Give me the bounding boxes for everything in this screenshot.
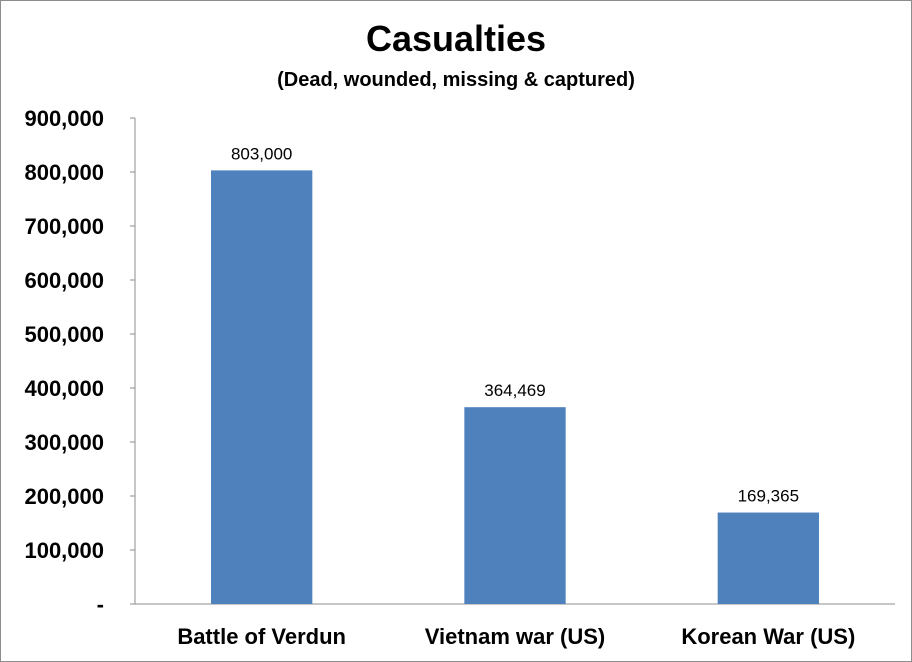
y-tick-label: 800,000 bbox=[24, 160, 104, 185]
y-tick-label: 700,000 bbox=[24, 214, 104, 239]
x-tick-label: Battle of Verdun bbox=[177, 624, 346, 649]
x-tick-label: Vietnam war (US) bbox=[425, 624, 606, 649]
bars: 803,000 364,469 169,365 bbox=[211, 144, 819, 604]
y-tick-label: 200,000 bbox=[24, 484, 104, 509]
data-label: 169,365 bbox=[738, 487, 799, 506]
y-tick-label: 500,000 bbox=[24, 322, 104, 347]
y-tick-label: 900,000 bbox=[24, 106, 104, 131]
data-label: 364,469 bbox=[484, 381, 545, 400]
bar bbox=[717, 512, 819, 604]
x-tick-label: Korean War (US) bbox=[681, 624, 855, 649]
x-axis-ticks: Battle of Verdun Vietnam war (US) Korean W… bbox=[177, 624, 855, 649]
chart-subtitle: (Dead, wounded, missing & captured) bbox=[277, 69, 635, 91]
bar bbox=[211, 170, 313, 604]
y-tick-label: 600,000 bbox=[24, 268, 104, 293]
data-label: 803,000 bbox=[231, 144, 292, 163]
y-tick-label: 100,000 bbox=[24, 538, 104, 563]
chart-title: Casualties bbox=[366, 18, 546, 59]
y-tick-label: - bbox=[97, 592, 104, 617]
y-tick-label: 300,000 bbox=[24, 430, 104, 455]
bar bbox=[464, 407, 566, 604]
y-axis-ticks: - 100,000 200,000 300,000 400,000 500,000 600,… bbox=[24, 106, 135, 617]
y-tick-label: 400,000 bbox=[24, 376, 104, 401]
